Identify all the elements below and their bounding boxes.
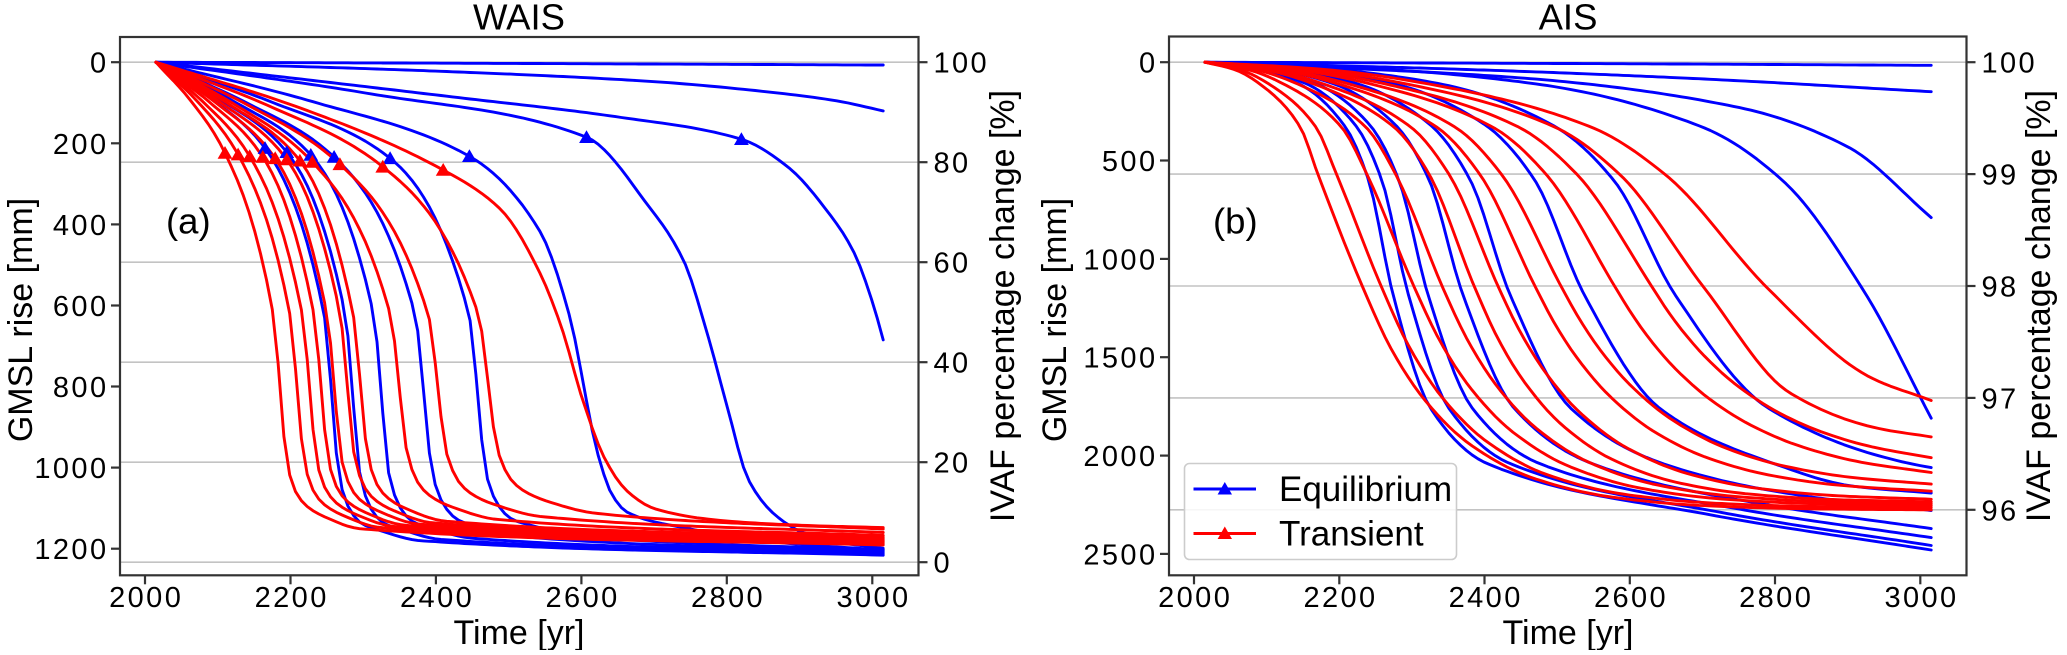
svg-text:1500: 1500	[1083, 343, 1157, 375]
svg-text:96: 96	[1982, 495, 2019, 527]
svg-text:1000: 1000	[34, 453, 108, 485]
svg-text:2500: 2500	[1083, 539, 1157, 571]
svg-text:1200: 1200	[34, 534, 108, 566]
svg-text:80: 80	[934, 148, 971, 180]
svg-text:100: 100	[1982, 48, 2038, 80]
svg-text:(b): (b)	[1213, 201, 1258, 242]
svg-text:40: 40	[934, 348, 971, 380]
svg-text:2200: 2200	[1303, 582, 1377, 614]
svg-text:AIS: AIS	[1539, 0, 1598, 38]
svg-text:2400: 2400	[400, 582, 474, 614]
svg-text:2800: 2800	[691, 582, 765, 614]
svg-text:Time [yr]: Time [yr]	[454, 614, 585, 650]
svg-text:600: 600	[53, 291, 109, 323]
svg-text:100: 100	[934, 48, 990, 80]
svg-text:Time [yr]: Time [yr]	[1503, 614, 1634, 650]
svg-text:60: 60	[934, 248, 971, 280]
svg-text:2600: 2600	[1594, 582, 1668, 614]
svg-text:Equilibrium: Equilibrium	[1279, 470, 1452, 509]
svg-text:0: 0	[1139, 48, 1158, 80]
svg-text:800: 800	[53, 372, 109, 404]
svg-text:98: 98	[1982, 272, 2019, 304]
svg-text:WAIS: WAIS	[473, 0, 565, 38]
svg-text:2000: 2000	[109, 582, 183, 614]
svg-text:IVAF percentage change [%]: IVAF percentage change [%]	[984, 90, 1022, 522]
svg-text:IVAF percentage change [%]: IVAF percentage change [%]	[2020, 90, 2058, 522]
svg-text:2600: 2600	[546, 582, 620, 614]
svg-text:(a): (a)	[166, 201, 211, 242]
svg-text:GMSL rise [mm]: GMSL rise [mm]	[1036, 198, 1074, 442]
svg-text:200: 200	[53, 129, 109, 161]
svg-text:3000: 3000	[836, 582, 910, 614]
svg-text:2200: 2200	[255, 582, 329, 614]
svg-text:GMSL rise [mm]: GMSL rise [mm]	[2, 198, 40, 442]
svg-text:1000: 1000	[1083, 244, 1157, 276]
svg-text:2400: 2400	[1449, 582, 1523, 614]
svg-text:97: 97	[1982, 383, 2019, 415]
svg-text:2000: 2000	[1083, 441, 1157, 473]
svg-text:2000: 2000	[1158, 582, 1232, 614]
svg-text:0: 0	[934, 548, 953, 580]
svg-text:2800: 2800	[1739, 582, 1813, 614]
svg-text:Transient: Transient	[1279, 515, 1424, 554]
svg-text:400: 400	[53, 210, 109, 242]
svg-text:3000: 3000	[1884, 582, 1958, 614]
svg-text:0: 0	[90, 48, 109, 80]
svg-text:99: 99	[1982, 160, 2019, 192]
svg-text:20: 20	[934, 448, 971, 480]
svg-text:500: 500	[1102, 146, 1158, 178]
